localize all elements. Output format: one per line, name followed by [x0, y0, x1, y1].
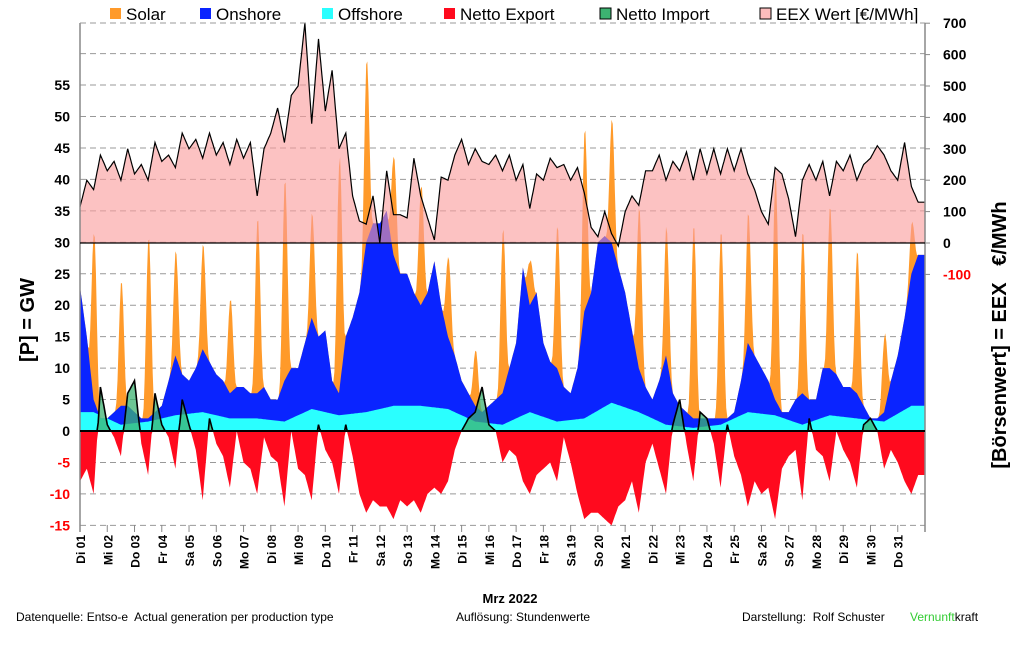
onshore-area	[80, 210, 925, 431]
legend-swatch	[200, 8, 211, 19]
x-tick-label: Mo 21	[619, 535, 633, 569]
x-tick-label: So 06	[210, 535, 224, 567]
legend-item: Offshore	[322, 5, 403, 24]
legend-swatch	[110, 8, 121, 19]
x-tick-label: So 20	[592, 535, 606, 567]
x-tick-label: Di 01	[74, 535, 88, 564]
y-left-tick-label: 20	[54, 297, 70, 313]
legend-label: Netto Export	[460, 5, 555, 24]
y-right-tick-label: 0	[943, 235, 951, 251]
solar-area	[80, 61, 925, 432]
chart-marks	[79, 23, 925, 526]
y-axis-left-title: [P] = GW	[17, 278, 39, 362]
legend-item: Onshore	[200, 5, 281, 24]
legend-swatch	[444, 8, 455, 19]
footer-brand: Vernunftkraft	[910, 610, 979, 624]
y-right-tick-label: 200	[943, 172, 967, 188]
x-tick-label: Sa 19	[565, 535, 579, 567]
x-tick-label: Sa 26	[755, 535, 769, 567]
legend-label: Solar	[126, 5, 166, 24]
x-tick-label: Mi 09	[292, 535, 306, 565]
eex-line	[79, 23, 925, 248]
x-tick-label: Do 10	[319, 535, 333, 568]
legend-label: EEX Wert [€/MWh]	[776, 5, 918, 24]
y-left-tick-label: 40	[54, 171, 70, 187]
legend-item: EEX Wert [€/MWh]	[759, 5, 918, 24]
x-tick-label: Do 17	[510, 535, 524, 568]
y-right-tick-label: 300	[943, 141, 967, 157]
y-right-tick-label: -100	[943, 266, 971, 282]
x-tick-label: Mo 07	[238, 535, 252, 569]
y-left-tick-label: 45	[54, 140, 70, 156]
y-left-tick-label: 15	[54, 329, 70, 345]
legend-label: Onshore	[216, 5, 281, 24]
x-tick-label: Fr 25	[728, 535, 742, 564]
footer-resolution: Auflösung: Stundenwerte	[456, 610, 590, 624]
brand-black: kraft	[955, 610, 979, 624]
x-tick-label: Di 08	[265, 535, 279, 564]
x-tick-label: Sa 12	[374, 535, 388, 567]
offshore-area	[80, 402, 925, 431]
legend-swatch	[322, 8, 333, 19]
x-tick-label: Di 15	[456, 535, 470, 564]
y-left-tick-label: 25	[54, 266, 70, 282]
x-tick-label: Mi 02	[101, 535, 115, 565]
y-left-tick-label: 50	[54, 109, 70, 125]
legend: Solar Onshore Offshore Netto Export Netto Im…	[110, 5, 918, 24]
y-axis-right-title: [Börsenwert] = EEX €/MWh	[989, 201, 1011, 468]
x-tick-label: Mo 14	[428, 535, 442, 569]
x-tick-label: Do 31	[892, 535, 906, 568]
y-right-tick-label: 500	[943, 78, 967, 94]
y-right-tick-label: 400	[943, 109, 967, 125]
y-left-tick-label: 0	[62, 423, 70, 439]
y-left-tick-label: 5	[62, 392, 70, 408]
x-tick-label: Fr 04	[156, 535, 170, 564]
axes: -15 -10 -5 0 5 10 15 20 25 30 35 40 45 50 55 -100 0 100 20…	[50, 15, 971, 569]
legend-swatch	[759, 7, 772, 20]
x-tick-label: Mo 28	[810, 535, 824, 569]
x-tick-label: Fr 11	[347, 535, 361, 563]
x-tick-label: Di 22	[646, 535, 660, 564]
y-right-tick-label: 700	[943, 15, 967, 31]
legend-label: Offshore	[338, 5, 403, 24]
y-right-tick-label: 100	[943, 204, 967, 220]
x-tick-label: Di 29	[837, 535, 851, 564]
y-left-tick-label: -15	[50, 517, 70, 533]
y-left-tick-label: -10	[50, 486, 70, 502]
y-left-tick-label: 55	[54, 77, 70, 93]
x-axis-title: Mrz 2022	[483, 591, 538, 606]
brand-green: Vernunft	[910, 610, 955, 624]
eex-area	[80, 23, 925, 247]
y-left-tick-label: 30	[54, 234, 70, 250]
x-tick-label: Mi 16	[483, 535, 497, 565]
x-tick-label: So 13	[401, 535, 415, 567]
y-left-tick-label: -5	[58, 454, 71, 470]
x-tick-label: Mi 23	[674, 535, 688, 565]
x-tick-label: Sa 05	[183, 535, 197, 567]
legend-item: Netto Export	[444, 5, 555, 24]
legend-item: Netto Import	[599, 5, 710, 24]
footer-source: Datenquelle: Entso-e Actual generation p…	[16, 610, 334, 624]
x-tick-label: Do 24	[701, 535, 715, 568]
legend-label: Netto Import	[616, 5, 710, 24]
y-right-tick-label: 600	[943, 47, 967, 63]
legend-item: Solar	[110, 5, 166, 24]
y-left-tick-label: 10	[54, 360, 70, 376]
netto-export-area	[80, 431, 925, 526]
x-tick-label: Do 03	[129, 535, 143, 568]
y-left-tick-label: 35	[54, 203, 70, 219]
x-tick-label: So 27	[783, 535, 797, 567]
x-tick-label: Mi 30	[864, 535, 878, 565]
x-tick-label: Fr 18	[537, 535, 551, 564]
footer-author: Darstellung: Rolf Schuster	[742, 610, 885, 624]
legend-swatch	[599, 7, 612, 20]
